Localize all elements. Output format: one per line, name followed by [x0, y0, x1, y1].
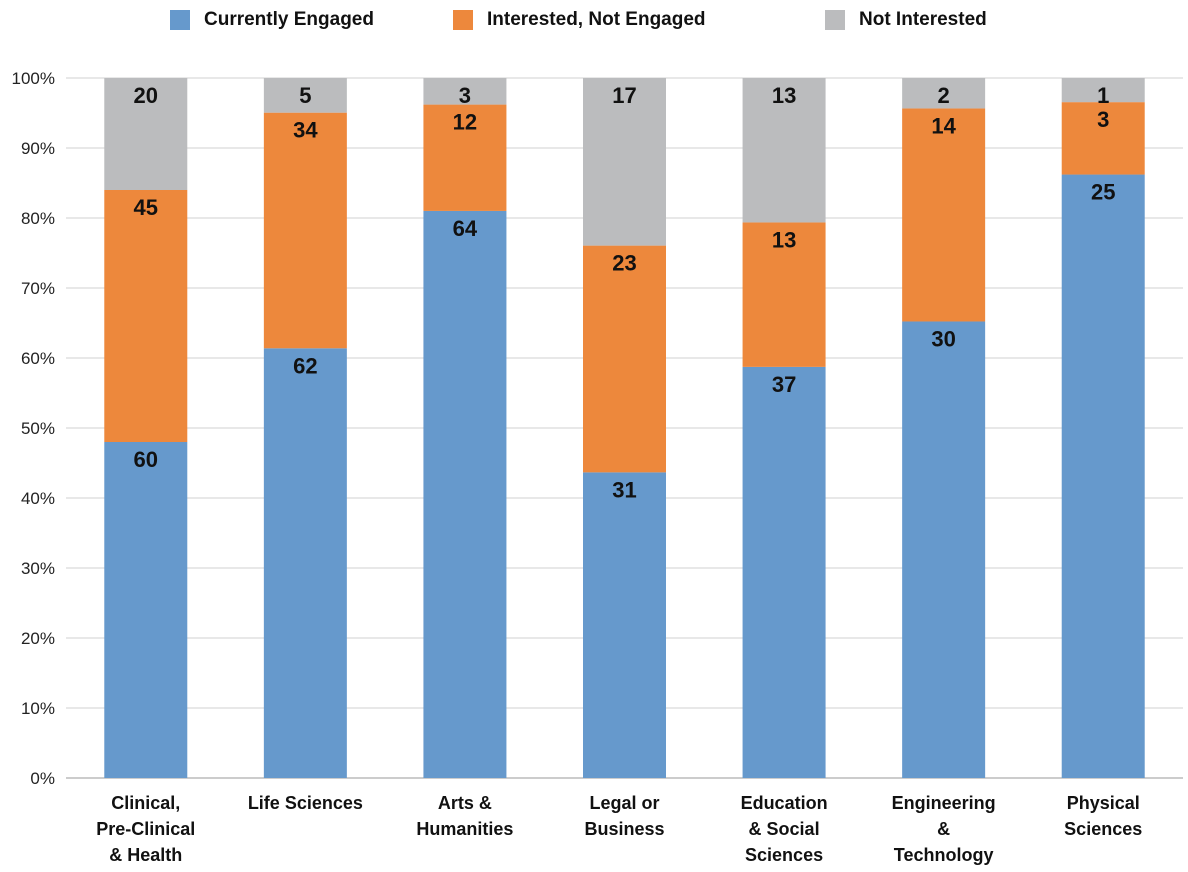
data-label: 23	[612, 251, 636, 276]
y-tick-label: 10%	[21, 699, 55, 718]
x-tick-label: Education	[741, 793, 828, 813]
x-tick-label: Clinical,	[111, 793, 180, 813]
data-label: 30	[931, 326, 955, 351]
legend-swatch-not-interested	[825, 10, 845, 30]
bar-segment	[742, 222, 826, 367]
x-tick-label: Technology	[894, 845, 994, 865]
bar-segment	[742, 78, 826, 223]
y-tick-label: 50%	[21, 419, 55, 438]
bar-segment	[423, 210, 507, 779]
data-label: 3	[459, 83, 471, 108]
y-tick-label: 0%	[30, 769, 55, 788]
data-label: 45	[134, 195, 158, 220]
data-label: 13	[772, 83, 796, 108]
y-tick-label: 80%	[21, 209, 55, 228]
y-tick-label: 20%	[21, 629, 55, 648]
bar-segment	[902, 108, 986, 322]
y-tick-label: 60%	[21, 349, 55, 368]
bar-segment	[104, 442, 188, 778]
x-tick-label: & Health	[109, 845, 182, 865]
legend-swatch-interested-not-engaged	[453, 10, 473, 30]
bar-segment	[742, 366, 826, 778]
data-label: 37	[772, 372, 796, 397]
legend-item-interested-not-engaged: Interested, Not Engaged	[453, 7, 706, 33]
data-label: 34	[293, 118, 318, 143]
x-tick-label: Sciences	[745, 845, 823, 865]
bar-segment	[263, 78, 347, 113]
data-label: 25	[1091, 180, 1115, 205]
legend-label-interested-not-engaged: Interested, Not Engaged	[487, 9, 706, 30]
data-label: 12	[453, 110, 477, 135]
x-tick-label: Sciences	[1064, 819, 1142, 839]
chart-legend: Currently Engaged Interested, Not Engage…	[0, 7, 1188, 33]
x-tick-label: & Social	[749, 819, 820, 839]
data-label: 64	[453, 216, 478, 241]
data-label: 2	[938, 83, 950, 108]
data-label: 5	[299, 83, 311, 108]
data-label: 3	[1097, 107, 1109, 132]
x-tick-label: Life Sciences	[248, 793, 363, 813]
bars	[104, 78, 1145, 779]
bar-segment	[423, 78, 507, 105]
x-tick-label: Legal or	[589, 793, 659, 813]
bar-segment	[104, 78, 188, 190]
legend-swatch-currently-engaged	[170, 10, 190, 30]
data-label: 14	[931, 113, 956, 138]
x-tick-label: Pre-Clinical	[96, 819, 195, 839]
bar-segment	[423, 104, 507, 211]
bar-segment	[1061, 78, 1145, 103]
data-label: 60	[134, 447, 158, 472]
x-tick-label: Physical	[1067, 793, 1140, 813]
x-tick-label: Business	[584, 819, 664, 839]
x-tick-label: Engineering	[892, 793, 996, 813]
legend-label-currently-engaged: Currently Engaged	[204, 9, 374, 30]
y-axis-tick-labels: 0% 10% 20% 30% 40% 50% 60% 70% 80% 90% 100%	[12, 69, 55, 788]
bar-segment	[583, 472, 666, 778]
bar-segment	[583, 78, 666, 246]
y-tick-label: 90%	[21, 139, 55, 158]
y-tick-label: 30%	[21, 559, 55, 578]
y-tick-label: 100%	[12, 69, 55, 88]
data-label: 13	[772, 227, 796, 252]
data-label: 62	[293, 353, 317, 378]
bar-segment	[104, 190, 188, 442]
bar-segment	[263, 112, 347, 349]
y-tick-label: 40%	[21, 489, 55, 508]
x-tick-label: Humanities	[416, 819, 513, 839]
data-label: 31	[612, 477, 636, 502]
legend-item-not-interested: Not Interested	[825, 7, 987, 33]
bar-segment	[1061, 102, 1145, 175]
data-label: 20	[134, 83, 158, 108]
data-label: 1	[1097, 83, 1109, 108]
legend-item-currently-engaged: Currently Engaged	[170, 7, 374, 33]
legend-label-not-interested: Not Interested	[859, 9, 987, 30]
y-tick-label: 70%	[21, 279, 55, 298]
bar-segment	[902, 78, 986, 109]
bar-segment	[1061, 174, 1145, 778]
bar-segment	[263, 348, 347, 778]
bar-segment	[902, 321, 986, 778]
x-axis-category-labels: Clinical, Pre-Clinical & Health Life Scienc…	[96, 793, 1142, 865]
bar-segment	[583, 245, 666, 473]
x-tick-label: Arts &	[438, 793, 492, 813]
x-tick-label: &	[937, 819, 950, 839]
data-label: 17	[612, 83, 636, 108]
